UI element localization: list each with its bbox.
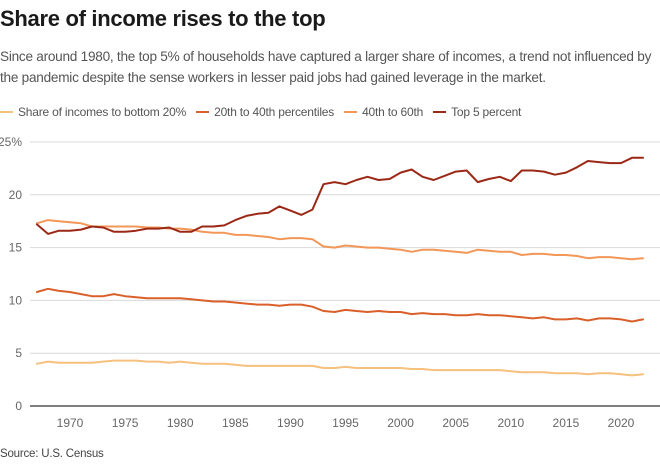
series-line-bottom-20 xyxy=(35,359,644,377)
x-tick-label: 1985 xyxy=(222,416,249,430)
y-tick-label: 5 xyxy=(15,346,22,360)
x-tick-label: 1975 xyxy=(112,416,139,430)
x-axis-ticks: 1970 1975 1980 1985 1990 1995 2000 2005 2010 2015… xyxy=(57,416,635,430)
y-tick-label: 10 xyxy=(9,293,23,307)
legend-item-top-5: Top 5 percent xyxy=(433,105,521,119)
legend-item-bottom-20: Share of incomes to bottom 20% xyxy=(0,105,186,119)
y-tick-label: 15 xyxy=(9,241,23,255)
x-tick-label: 2010 xyxy=(497,416,524,430)
gridlines xyxy=(30,141,660,354)
legend-item-20-40: 20th to 40th percentiles xyxy=(196,105,334,119)
x-tick-label: 2000 xyxy=(387,416,414,430)
source-note: Source: U.S. Census xyxy=(0,448,104,460)
legend-swatch-40-60 xyxy=(344,111,358,113)
series-lines xyxy=(35,156,644,377)
legend-swatch-20-40 xyxy=(196,111,210,113)
chart-subtitle: Since around 1980, the top 5% of househo… xyxy=(0,49,652,85)
legend-swatch-bottom-20 xyxy=(0,111,13,113)
line-chart: 0 5 10 15 20 25% 1970 1975 1980 1985 1990 1995 2000… xyxy=(0,135,660,430)
y-axis-ticks: 0 5 10 15 20 25% xyxy=(0,135,22,413)
x-tick-label: 2020 xyxy=(608,416,635,430)
x-tick-label: 1980 xyxy=(167,416,194,430)
legend-label-bottom-20: Share of incomes to bottom 20% xyxy=(18,105,187,119)
legend-swatch-top-5 xyxy=(433,111,447,113)
legend-label-top-5: Top 5 percent xyxy=(451,105,522,119)
series-line-40-60 xyxy=(35,219,644,261)
legend-label-40-60: 40th to 60th xyxy=(362,105,424,119)
x-tick-label: 1995 xyxy=(332,416,359,430)
x-tick-label: 2015 xyxy=(553,416,580,430)
series-line-20-40 xyxy=(35,287,644,323)
chart-title: Share of income rises to the top xyxy=(0,6,326,31)
legend: Share of incomes to bottom 20% 20th to 4… xyxy=(0,104,531,120)
series-line-top-5 xyxy=(35,156,644,235)
legend-label-20-40: 20th to 40th percentiles xyxy=(214,105,335,119)
x-tick-label: 1970 xyxy=(57,416,84,430)
y-tick-label: 25% xyxy=(0,135,22,149)
x-tick-label: 2005 xyxy=(442,416,469,430)
y-tick-label: 0 xyxy=(15,399,22,413)
y-tick-label: 20 xyxy=(9,188,23,202)
x-tick-label: 1990 xyxy=(277,416,304,430)
legend-item-40-60: 40th to 60th xyxy=(344,105,423,119)
